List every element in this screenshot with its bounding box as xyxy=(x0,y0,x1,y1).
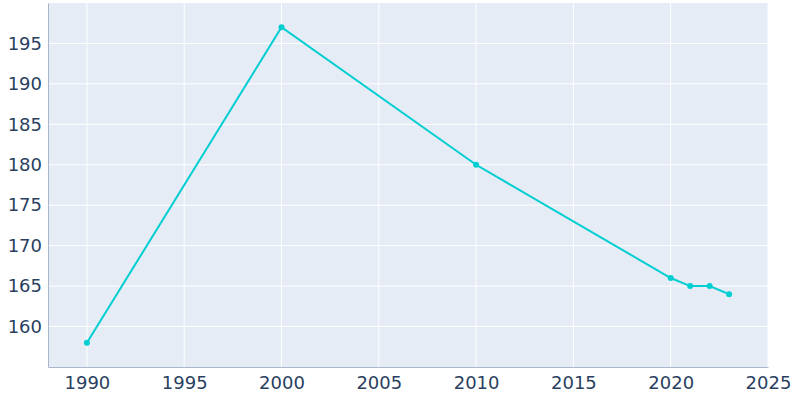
point xyxy=(707,283,713,289)
tick-label: 165 xyxy=(8,275,42,296)
tick: 2020 xyxy=(648,367,694,393)
grid xyxy=(48,3,768,367)
axis-line xyxy=(49,367,769,368)
point xyxy=(726,291,732,297)
y-axis: 160 165 170 175 180 185 190 195 xyxy=(8,4,49,368)
tick: 195 xyxy=(8,33,48,54)
tick-label: 2020 xyxy=(648,372,694,393)
tick: 1995 xyxy=(162,367,208,393)
tick: 165 xyxy=(8,275,48,296)
grid-line-x xyxy=(670,3,671,367)
tick-label: 185 xyxy=(8,114,42,135)
plot-area xyxy=(84,24,732,345)
tick-label: 2005 xyxy=(356,372,402,393)
tick-label: 170 xyxy=(8,235,42,256)
tick-label: 2015 xyxy=(551,372,597,393)
tick: 170 xyxy=(8,235,48,256)
tick: 185 xyxy=(8,114,48,135)
tick: 175 xyxy=(8,194,48,215)
axis-line xyxy=(48,4,49,368)
grid-line-y xyxy=(48,83,768,84)
point xyxy=(84,340,90,346)
tick-label: 190 xyxy=(8,73,42,94)
tick-label: 2025 xyxy=(746,372,792,393)
grid-line-y xyxy=(48,245,768,246)
tick-label: 180 xyxy=(8,154,42,175)
tick: 2010 xyxy=(454,367,500,393)
grid-line-y xyxy=(48,124,768,125)
grid-line-x xyxy=(476,3,477,367)
chart: 1990 1995 2000 2005 2010 2015 2020 2025 160 165 17… xyxy=(0,0,800,400)
grid-line-y xyxy=(48,286,768,287)
tick: 160 xyxy=(8,316,48,337)
x-axis: 1990 1995 2000 2005 2010 2015 2020 2025 xyxy=(49,367,792,393)
tick: 2000 xyxy=(259,367,305,393)
grid-line-y xyxy=(48,164,768,165)
tick-label: 160 xyxy=(8,316,42,337)
point xyxy=(668,275,674,281)
tick: 2005 xyxy=(356,367,402,393)
tick-label: 1995 xyxy=(162,372,208,393)
point xyxy=(473,162,479,168)
line xyxy=(87,27,729,342)
grid-line-x xyxy=(573,3,574,367)
tick-label: 195 xyxy=(8,33,42,54)
tick-label: 2010 xyxy=(454,372,500,393)
grid-line-x xyxy=(281,3,282,367)
grid-line-x xyxy=(378,3,379,367)
tick: 2015 xyxy=(551,367,597,393)
grid-line-y xyxy=(48,43,768,44)
tick-label: 2000 xyxy=(259,372,305,393)
tick: 2025 xyxy=(746,367,792,393)
tick-label: 175 xyxy=(8,194,42,215)
grid-line-x xyxy=(86,3,87,367)
tick-label: 1990 xyxy=(65,372,111,393)
grid-line-y xyxy=(48,205,768,206)
plot-background xyxy=(48,3,768,367)
tick: 180 xyxy=(8,154,48,175)
grid-line-y xyxy=(48,326,768,327)
point xyxy=(279,24,285,30)
grid-line-x xyxy=(768,3,769,367)
point xyxy=(687,283,693,289)
tick: 1990 xyxy=(65,367,111,393)
tick: 190 xyxy=(8,73,48,94)
